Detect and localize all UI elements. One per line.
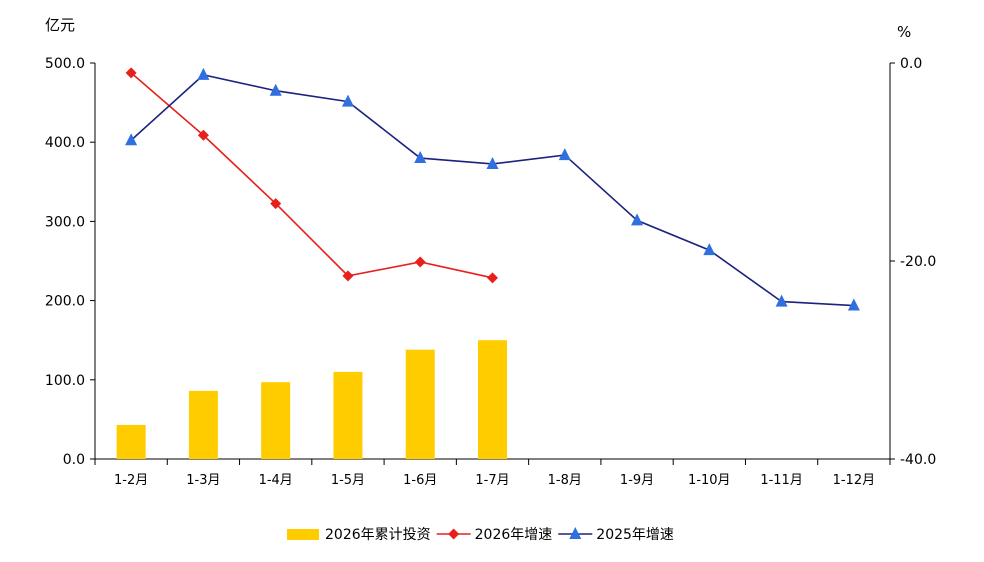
line-point [414,151,427,164]
left-tick-label: 400.0 [45,135,85,151]
left-tick-label: 100.0 [45,373,85,389]
left-tick-label: 200.0 [45,294,85,310]
right-axis-unit: % [897,23,911,41]
bar [478,340,507,459]
line-point [269,83,282,96]
axes: 0.0 100.0 200.0 300.0 400.0 500.0 -40.0 -20.0 0.… [45,16,936,488]
left-tick-label: 300.0 [45,214,85,230]
series-line [130,72,493,279]
x-tick-label: 1-6月 [403,473,437,488]
line-point [631,213,644,226]
right-tick-label: -20.0 [900,254,936,270]
line-point [558,148,571,161]
series-line [130,74,854,307]
right-tick-label: 0.0 [900,56,922,72]
legend-label: 2026年增速 [475,527,553,543]
right-tick-label: -40.0 [900,452,936,468]
line-point [448,528,460,540]
left-tick-label: 500.0 [45,56,85,72]
line-series [125,67,860,311]
x-tick-label: 1-12月 [833,473,876,488]
line-point [270,198,282,210]
bar [188,390,218,459]
left-axis-unit: 亿元 [45,16,75,34]
line-point [703,243,716,256]
line-point [486,156,499,169]
x-tick-label: 1-3月 [186,473,220,488]
legend-label: 2025年增速 [596,527,674,543]
x-tick-label: 1-10月 [688,473,731,488]
bar-series [116,340,507,459]
legend-label: 2026年累计投资 [325,527,431,543]
line-point [569,527,582,539]
line-point [414,256,426,268]
legend-swatch [287,529,319,540]
bar [405,349,435,459]
x-tick-label: 1-7月 [475,473,509,488]
line-point [197,67,210,80]
line-point [197,129,209,141]
line-point [341,94,354,107]
x-tick-label: 1-11月 [760,473,803,488]
bar [116,424,146,459]
x-tick-label: 1-9月 [620,473,654,488]
line-point [847,298,860,311]
bar [333,371,363,459]
legend: 2026年累计投资 2026年增速 2025年增速 [287,527,674,543]
line-point [342,270,354,282]
line-point [125,67,137,79]
x-tick-label: 1-5月 [331,473,365,488]
line-point [125,133,138,146]
x-tick-label: 1-2月 [114,473,148,488]
x-tick-label: 1-8月 [548,473,582,488]
x-tick-label: 1-4月 [259,473,293,488]
line-point [775,294,788,307]
left-tick-label: 0.0 [63,452,85,468]
bar [261,382,291,459]
line-point [487,272,498,284]
